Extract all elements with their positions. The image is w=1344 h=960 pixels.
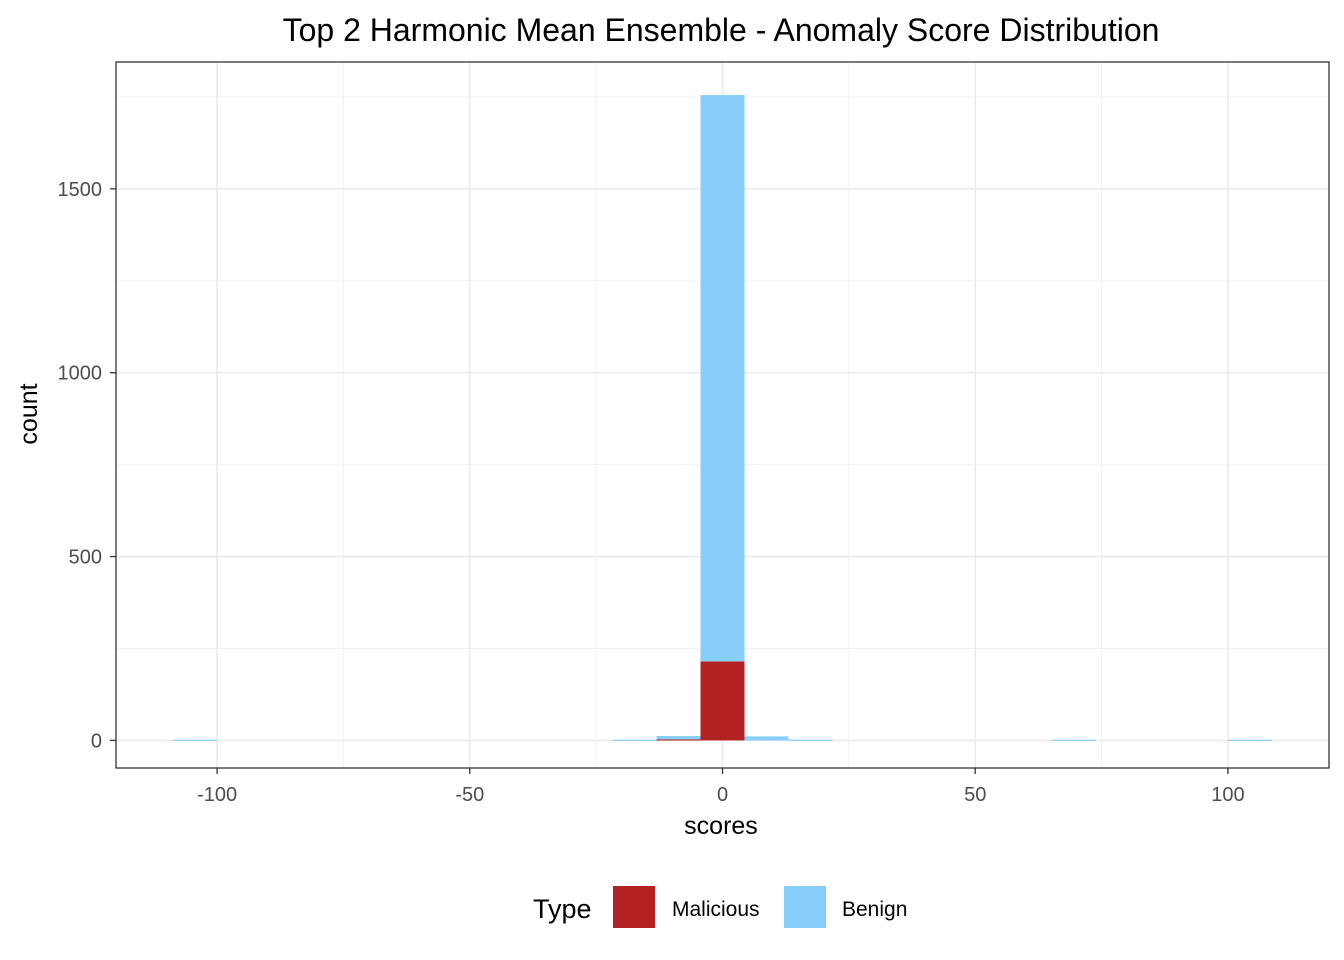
- bar-benign--104.40: [172, 739, 217, 741]
- bar-benign-0.00: [700, 95, 745, 662]
- bar-benign-8.70: [744, 736, 789, 741]
- y-axis-ticks: 0 500 1000 1500: [58, 179, 116, 752]
- x-tick-label: 0: [717, 784, 728, 806]
- x-tick-label: 100: [1211, 784, 1244, 806]
- bar-benign-17.40: [788, 739, 833, 741]
- histogram-bars: [172, 95, 1273, 741]
- legend-label-benign: Benign: [842, 898, 907, 921]
- legend-key-malicious: [613, 886, 655, 928]
- y-tick-label: 500: [69, 547, 102, 569]
- x-tick-label: 50: [964, 784, 986, 806]
- x-axis-title: scores: [684, 812, 758, 840]
- plot-panel: [115, 61, 1330, 769]
- legend-key-benign: [784, 886, 826, 928]
- legend-label-malicious: Malicious: [672, 898, 760, 921]
- x-tick-label: -100: [197, 784, 237, 806]
- y-tick-label: 1000: [58, 363, 103, 385]
- bar-benign-69.60: [1052, 739, 1097, 741]
- y-tick-label: 0: [91, 730, 102, 752]
- x-tick-label: -50: [455, 784, 484, 806]
- bar-benign-104.40: [1228, 739, 1273, 741]
- bar-benign--17.40: [612, 739, 657, 741]
- bar-malicious--8.70: [656, 739, 701, 741]
- y-axis-title: count: [15, 383, 43, 444]
- chart-title: Top 2 Harmonic Mean Ensemble - Anomaly S…: [283, 12, 1160, 48]
- legend-title: Type: [533, 894, 592, 924]
- legend: Type Malicious Benign: [533, 886, 907, 928]
- bar-malicious-0.00: [700, 661, 745, 741]
- x-axis-ticks: -100 -50 0 50 100: [197, 768, 1245, 806]
- y-tick-label: 1500: [58, 179, 103, 201]
- bar-benign--8.70: [656, 736, 701, 740]
